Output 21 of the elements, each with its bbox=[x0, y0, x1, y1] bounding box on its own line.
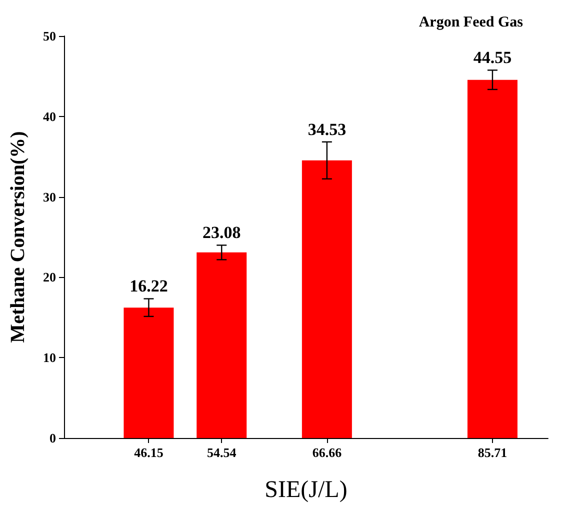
x-axis-title: SIE(J/L) bbox=[264, 477, 348, 503]
data-label: 44.55 bbox=[473, 48, 512, 68]
bar bbox=[302, 160, 352, 438]
y-axis-title: Methane Conversion(%) bbox=[7, 131, 29, 343]
y-tick-label: 10 bbox=[43, 350, 56, 366]
data-label: 23.08 bbox=[202, 223, 241, 242]
data-label: 34.53 bbox=[308, 120, 346, 139]
bar bbox=[467, 80, 518, 438]
y-tick-label: 30 bbox=[43, 189, 56, 204]
x-tick-label: 46.15 bbox=[134, 445, 164, 460]
x-tick-label: 85.71 bbox=[478, 445, 508, 460]
data-label: 16.22 bbox=[130, 276, 168, 296]
bar bbox=[124, 308, 174, 438]
x-tick-label: 66.66 bbox=[312, 445, 342, 460]
y-tick-label: 20 bbox=[43, 270, 56, 285]
y-tick-label: 50 bbox=[43, 28, 56, 44]
bar bbox=[196, 252, 247, 438]
y-tick-label: 0 bbox=[50, 430, 56, 446]
chart-title: Argon Feed Gas bbox=[418, 14, 524, 30]
x-tick-label: 54.54 bbox=[207, 445, 237, 460]
y-tick-label: 40 bbox=[43, 108, 56, 124]
